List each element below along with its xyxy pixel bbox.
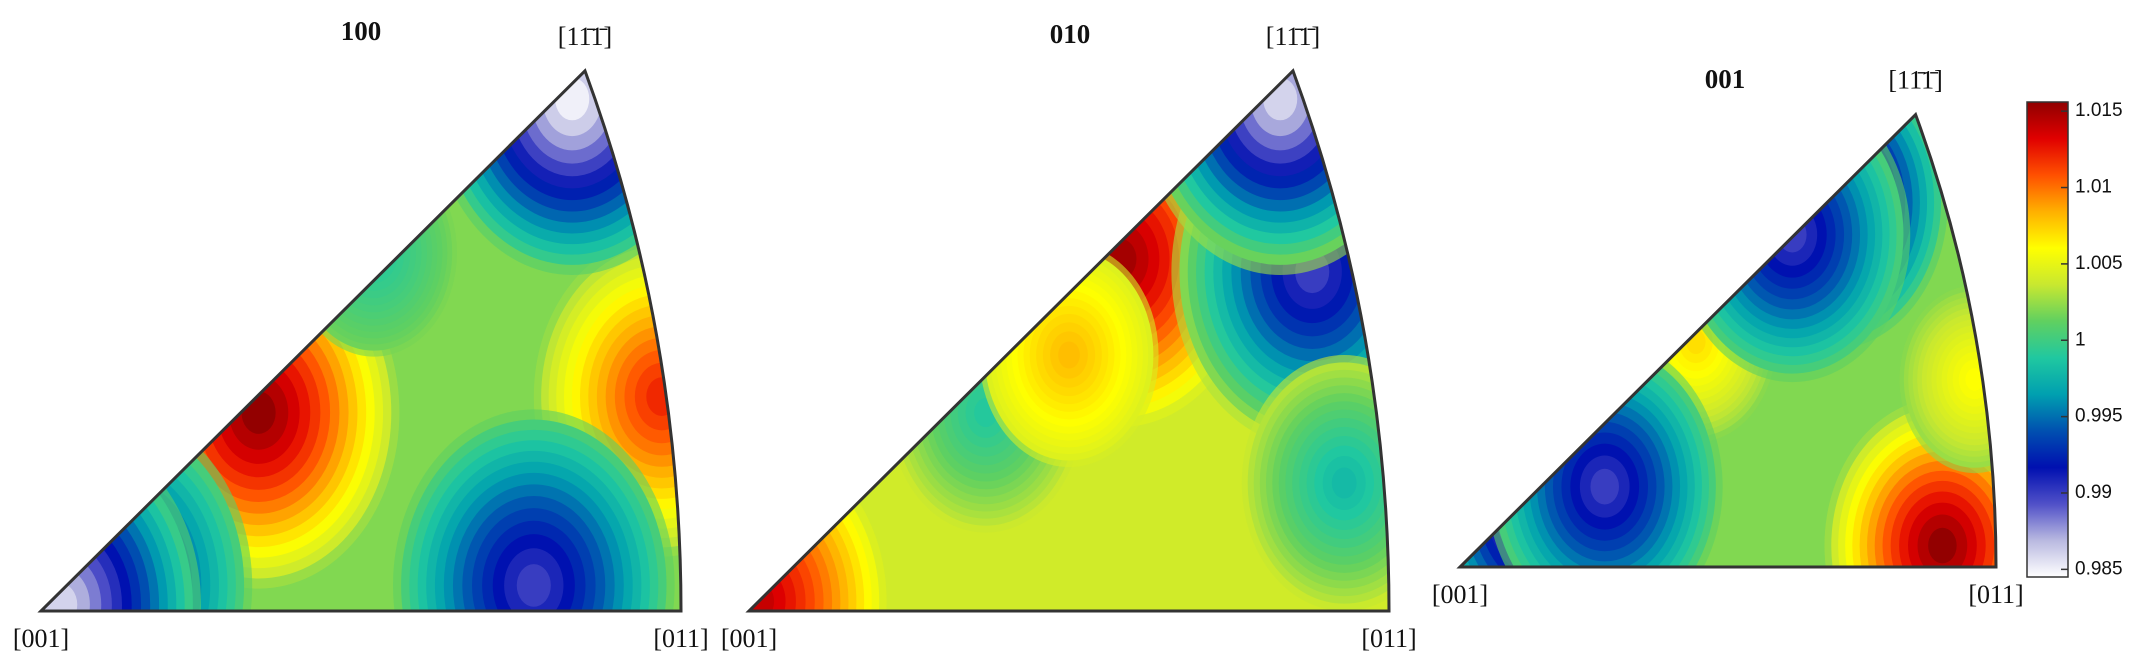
contour-peak [393, 409, 675, 612]
sector-outline [37, 68, 683, 613]
contour-peak [1486, 339, 1723, 567]
corner-label: [001] [721, 624, 777, 653]
colorbar-tick-label: 0.99 [2075, 482, 2112, 503]
panel-title: 001 [1705, 64, 1746, 94]
colorbar [2026, 101, 2069, 578]
colorbar-tick-label: 0.985 [2075, 558, 2123, 579]
colorbar-tick-label: 1.015 [2075, 100, 2123, 121]
colorbar-tick-label: 1.01 [2075, 177, 2112, 198]
corner-label: [001] [1432, 580, 1488, 609]
corner-label: [11̄1̄] [1266, 22, 1320, 51]
corner-label: [011] [1968, 580, 2023, 609]
contour-peak [1674, 114, 1911, 383]
colorbar-tick-label: 0.995 [2075, 406, 2123, 427]
ipf-panel [41, 70, 681, 612]
corner-label: [001] [13, 624, 69, 653]
corner-label: [011] [653, 624, 708, 653]
corner-label: [11̄1̄] [558, 22, 612, 51]
colorbar-tick-label: 1 [2075, 329, 2086, 350]
ipf-panel [1460, 114, 1996, 567]
panel-title: 100 [341, 16, 382, 46]
corner-label: [11̄1̄] [1888, 66, 1942, 95]
contour-peak [979, 243, 1159, 467]
ipf-panel [749, 70, 1389, 612]
sector-outline [745, 68, 1391, 613]
corner-label: [011] [1361, 624, 1416, 653]
sector-outline [1456, 111, 1998, 569]
contour-peak [1241, 355, 1389, 611]
panel-title: 010 [1050, 19, 1091, 49]
contour-peak [290, 148, 457, 357]
colorbar-tick-label: 1.005 [2075, 253, 2123, 274]
